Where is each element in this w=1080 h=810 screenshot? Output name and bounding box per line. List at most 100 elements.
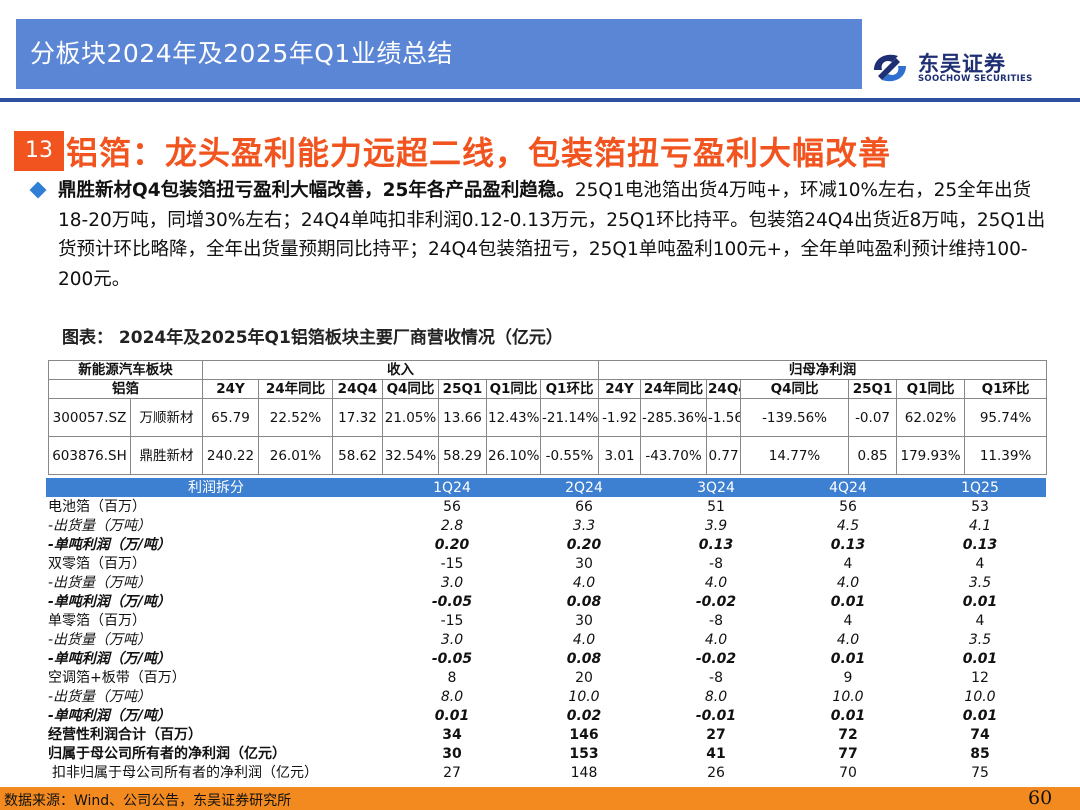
- breakdown-cell: 0.01: [830, 650, 866, 667]
- table-subheader-row: 铝箔 24Y 24年同比 24Q4 Q4同比 25Q1 Q1同比 Q1环比 24…: [48, 379, 1048, 399]
- table-cell: 58.62: [332, 436, 383, 475]
- table-cell: -21.14%: [539, 398, 600, 437]
- breakdown-row-label: 空调箔+板带（百万）: [48, 669, 186, 686]
- stock-code: 603876.SH: [48, 436, 131, 475]
- breakdown-cell: 3.5: [968, 631, 992, 648]
- breakdown-row: -出货量（万吨） 3.0 4.0 4.0 4.0 3.5: [46, 573, 1046, 592]
- breakdown-cell: 0.01: [962, 650, 998, 667]
- breakdown-head: 利润拆分: [46, 478, 386, 497]
- header-bar: [16, 19, 862, 89]
- table-cell: 58.29: [438, 436, 487, 475]
- breakdown-cell: 4: [975, 612, 985, 629]
- table-cell: 22.52%: [258, 398, 333, 437]
- breakdown-row: 空调箔+板带（百万） 8 20 -8 9 12: [46, 668, 1046, 687]
- table-cell: 0.77: [706, 436, 742, 475]
- breakdown-cell: 70: [839, 764, 857, 781]
- breakdown-row: -单吨利润（万/吨） -0.05 0.08 -0.02 0.01 0.01: [46, 592, 1046, 611]
- figure-title: 图表： 2024年及2025年Q1铝箔板块主要厂商营收情况（亿元）: [62, 328, 563, 348]
- breakdown-cell: 0.01: [830, 593, 866, 610]
- company-name: 万顺新材: [130, 398, 203, 437]
- table-cell: 179.93%: [896, 436, 966, 475]
- breakdown-cell: 4: [843, 612, 853, 629]
- table-cell: 32.54%: [382, 436, 439, 475]
- col-head: Q1同比: [486, 379, 541, 399]
- breakdown-cell: 8.0: [440, 688, 464, 705]
- table-cell: -285.36%: [640, 398, 708, 437]
- company-name: 鼎胜新材: [130, 436, 203, 475]
- breakdown-row-label: -出货量（万吨）: [48, 574, 152, 591]
- breakdown-cell: 30: [442, 745, 462, 762]
- page-number: 60: [1028, 787, 1053, 809]
- breakdown-cell: -8: [709, 669, 723, 686]
- diamond-bullet-icon: [29, 181, 47, 199]
- breakdown-cell: 4.1: [968, 517, 992, 534]
- breakdown-cell: 0.01: [962, 707, 998, 724]
- col-head: 24年同比: [258, 379, 333, 399]
- table-cell: 12.43%: [486, 398, 541, 437]
- breakdown-cell: 0.01: [434, 707, 470, 724]
- table-cell: -1.92: [598, 398, 642, 437]
- col-head: 25Q1: [438, 379, 487, 399]
- breakdown-cell: 27: [443, 764, 461, 781]
- breakdown-cell: -0.01: [695, 707, 737, 724]
- col-head: Q4同比: [740, 379, 850, 399]
- revenue-head: 收入: [201, 360, 600, 380]
- col-head: 24Y: [598, 379, 642, 399]
- breakdown-cell: -0.05: [431, 650, 473, 667]
- breakdown-cell: 8.0: [704, 688, 728, 705]
- breakdown-row: -出货量（万吨） 2.8 3.3 3.9 4.5 4.1: [46, 516, 1046, 535]
- summary-lead: 鼎胜新材Q4包装箔扭亏盈利大幅改善，25年各产品盈利趋稳。: [58, 180, 575, 201]
- breakdown-cell: 0.08: [566, 593, 602, 610]
- breakdown-cell: 34: [442, 726, 462, 743]
- breakdown-row: 双零箔（百万） -15 30 -8 4 4: [46, 554, 1046, 573]
- table-cell: 17.32: [332, 398, 383, 437]
- breakdown-cell: -15: [440, 555, 464, 572]
- breakdown-cell: 75: [971, 764, 989, 781]
- stock-code: 300057.SZ: [48, 398, 131, 437]
- breakdown-cell: -15: [440, 612, 464, 629]
- breakdown-cell: 3.3: [572, 517, 596, 534]
- table-cell: -0.55%: [539, 436, 600, 475]
- page-title: 分板块2024年及2025年Q1业绩总结: [30, 39, 453, 68]
- col-head: Q1同比: [896, 379, 966, 399]
- breakdown-row-label: 扣非归属于母公司所有者的净利润（亿元）: [52, 764, 318, 781]
- breakdown-cell: 51: [707, 498, 725, 515]
- breakdown-cell: 0.13: [698, 536, 734, 553]
- table-header-row: 新能源汽车板块 收入 归母净利润: [48, 360, 1048, 380]
- breakdown-cell: 30: [575, 612, 593, 629]
- table-cell: 13.66: [438, 398, 487, 437]
- header-divider: [0, 98, 1080, 102]
- logo-chinese-name: 东吴证券: [918, 52, 1006, 76]
- breakdown-cell: 12: [971, 669, 989, 686]
- summary-paragraph: 鼎胜新材Q4包装箔扭亏盈利大幅改善，25年各产品盈利趋稳。25Q1电池箔出货4万…: [58, 176, 1058, 294]
- table-cell: -0.07: [848, 398, 898, 437]
- breakdown-row-label: -单吨利润（万/吨）: [48, 593, 171, 610]
- col-head: 24Y: [202, 379, 259, 399]
- breakdown-cell: 20: [575, 669, 593, 686]
- breakdown-row: -出货量（万吨） 3.0 4.0 4.0 4.0 3.5: [46, 630, 1046, 649]
- breakdown-row: -单吨利润（万/吨） -0.05 0.08 -0.02 0.01 0.01: [46, 649, 1046, 668]
- table-cell: -139.56%: [740, 398, 850, 437]
- breakdown-cell: 3.9: [704, 517, 728, 534]
- breakdown-row-label: 双零箔（百万）: [48, 555, 146, 572]
- breakdown-cell: 85: [970, 745, 990, 762]
- table-cell: 95.74%: [964, 398, 1048, 437]
- breakdown-cell: 0.08: [566, 650, 602, 667]
- breakdown-row-label: -出货量（万吨）: [48, 517, 152, 534]
- breakdown-cell: 74: [970, 726, 990, 743]
- table-cell: 62.02%: [896, 398, 966, 437]
- breakdown-cell: 77: [838, 745, 858, 762]
- table-row: 300057.SZ 万顺新材 65.79 22.52% 17.32 21.05%…: [48, 398, 1048, 437]
- col-head: 24年同比: [640, 379, 708, 399]
- breakdown-cell: 10.0: [832, 688, 864, 705]
- breakdown-head: 2Q24: [518, 478, 650, 497]
- breakdown-row: 经营性利润合计（百万） 34 146 27 72 74: [46, 725, 1046, 744]
- table-cell: 65.79: [202, 398, 259, 437]
- breakdown-cell: 3.5: [968, 574, 992, 591]
- breakdown-cell: 0.13: [830, 536, 866, 553]
- breakdown-cell: 2.8: [440, 517, 464, 534]
- breakdown-row: -单吨利润（万/吨） 0.20 0.20 0.13 0.13 0.13: [46, 535, 1046, 554]
- breakdown-header-row: 利润拆分 1Q24 2Q24 3Q24 4Q24 1Q25: [46, 478, 1046, 497]
- breakdown-cell: 146: [569, 726, 599, 743]
- section-title: 铝箔：龙头盈利能力远超二线，包装箔扭亏盈利大幅改善: [66, 134, 892, 172]
